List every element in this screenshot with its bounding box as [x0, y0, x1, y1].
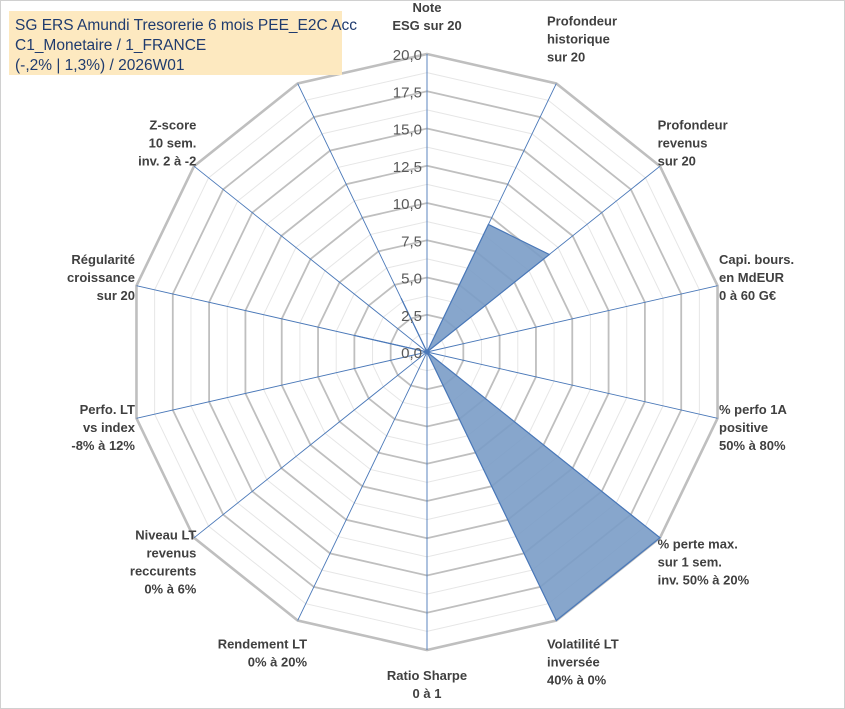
axis-label-0: Note ESG sur 20 [392, 0, 461, 33]
tick-label: 17,5 [393, 84, 422, 101]
axis-label-11: Régularité croissance sur 20 [67, 252, 135, 303]
axis-label-line: reccurents [130, 563, 196, 578]
radial-tick-labels: 0,0 2,5 5,0 7,5 10,0 12,5 15,0 17,5 20,0 [393, 47, 422, 362]
axis-label-line: % perte max. [658, 536, 738, 551]
axis-label-line: Capi. bours. [719, 252, 794, 267]
axis-label-5: % perte max. sur 1 sem. inv. 50% à 20% [658, 536, 750, 587]
axis-label-2: Profondeur revenus sur 20 [658, 118, 728, 169]
axis-label-line: Note [413, 0, 442, 15]
radar-data [354, 223, 661, 622]
tick-label: 10,0 [393, 196, 422, 213]
axis-label-4: % perfo 1A positive 50% à 80% [719, 402, 788, 453]
axis-labels: Note ESG sur 20 Profondeur historique sur 20… [67, 0, 794, 701]
axis-spoke [136, 351, 428, 419]
axis-label-line: croissance [67, 270, 135, 285]
axis-label-9: Niveau LT revenus reccurents 0% à 6% [130, 527, 197, 596]
axis-label-8: Rendement LT 0% à 20% [218, 637, 308, 670]
axis-label-line: Profondeur [658, 118, 728, 133]
axis-spoke [426, 351, 718, 419]
axis-label-line: 50% à 80% [719, 438, 786, 453]
data-series-polygon [354, 223, 661, 622]
chart-title-line-1: SG ERS Amundi Tresorerie 6 mois PEE_E2C … [15, 17, 357, 34]
axis-label-line: Niveau LT [135, 527, 196, 542]
tick-label: 12,5 [393, 159, 422, 176]
axis-label-line: inv. 50% à 20% [658, 572, 750, 587]
tick-label: 0,0 [401, 345, 422, 362]
axis-spoke [297, 351, 428, 621]
axis-spoke [193, 165, 428, 353]
axis-label-7: Ratio Sharpe 0 à 1 [387, 668, 467, 701]
axis-label-line: 10 sem. [149, 136, 197, 151]
axis-label-1: Profondeur historique sur 20 [547, 13, 617, 64]
axis-label-line: sur 20 [97, 288, 135, 303]
axis-label-line: inversée [547, 655, 600, 670]
axis-label-line: ESG sur 20 [392, 18, 461, 33]
axis-label-line: sur 20 [658, 154, 696, 169]
axis-label-12: Z-score 10 sem. inv. 2 à -2 [138, 118, 196, 169]
axis-label-line: 0% à 20% [248, 655, 308, 670]
tick-label: 15,0 [393, 122, 422, 139]
axis-label-line: historique [547, 31, 610, 46]
tick-label: 7,5 [401, 233, 422, 250]
axis-label-10: Perfo. LT vs index -8% à 12% [71, 402, 135, 453]
axis-label-line: Ratio Sharpe [387, 668, 467, 683]
axis-label-line: Volatilité LT [547, 637, 619, 652]
axis-label-line: positive [719, 420, 768, 435]
axis-label-line: 0% à 6% [144, 581, 196, 596]
tick-label: 5,0 [401, 271, 422, 288]
axis-spoke [426, 285, 718, 353]
chart-title-line-2: C1_Monetaire / 1_FRANCE [15, 37, 207, 54]
axis-label-line: sur 1 sem. [658, 554, 722, 569]
chart-title-line-3: (-,2% | 1,3%) / 2026W01 [15, 57, 185, 74]
axis-spoke [193, 351, 428, 539]
axis-label-line: Perfo. LT [80, 402, 135, 417]
axis-label-line: 0 à 60 G€ [719, 288, 776, 303]
axis-label-line: en MdEUR [719, 270, 785, 285]
axis-label-line: Rendement LT [218, 637, 307, 652]
axis-label-line: Z-score [149, 118, 196, 133]
chart-title-box: SG ERS Amundi Tresorerie 6 mois PEE_E2C … [9, 11, 357, 75]
axis-label-line: -8% à 12% [71, 438, 135, 453]
tick-label: 2,5 [401, 308, 422, 325]
axis-label-line: Profondeur [547, 13, 617, 28]
axis-label-line: revenus [658, 136, 708, 151]
axis-label-line: Régularité [71, 252, 135, 267]
axis-label-line: vs index [83, 420, 136, 435]
axis-label-line: 40% à 0% [547, 673, 607, 688]
axis-label-line: % perfo 1A [719, 402, 788, 417]
axis-label-line: revenus [147, 545, 197, 560]
axis-label-3: Capi. bours. en MdEUR 0 à 60 G€ [719, 252, 794, 303]
tick-label: 20,0 [393, 47, 422, 64]
axis-label-line: 0 à 1 [413, 686, 442, 701]
axis-label-6: Volatilité LT inversée 40% à 0% [547, 637, 619, 688]
axis-label-line: sur 20 [547, 49, 585, 64]
axis-label-line: inv. 2 à -2 [138, 154, 196, 169]
